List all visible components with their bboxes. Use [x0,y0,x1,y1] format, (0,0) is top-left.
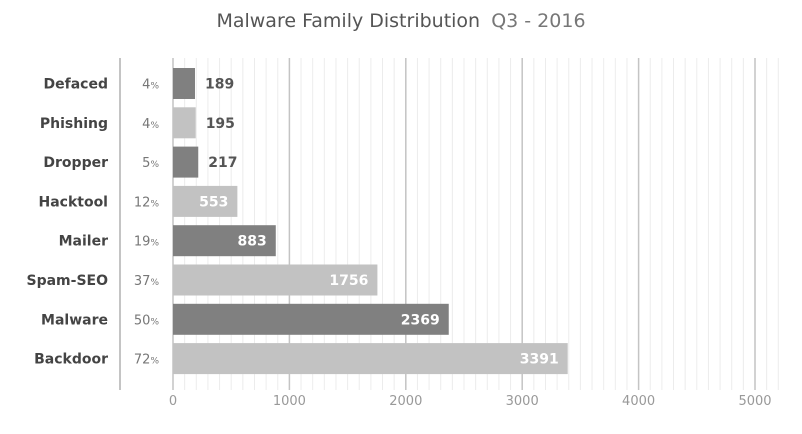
percent-value: 4 [142,78,150,93]
chart-title: Malware Family Distribution Q3 - 2016 [216,10,585,32]
percent-value: 72 [134,353,151,368]
percent-value: 5 [142,156,150,171]
percent-label: 19% [134,235,160,250]
percent-symbol: % [150,278,159,288]
value-label: 553 [199,194,228,210]
value-label: 883 [238,234,267,250]
percent-label: 50% [134,313,160,328]
percent-label: 4% [142,78,159,93]
x-tick-label: 1000 [273,394,306,409]
bar-malware [173,303,449,335]
value-label: 2369 [401,312,440,328]
percent-value: 37 [134,274,151,289]
percent-value: 19 [134,235,151,250]
category-label: Backdoor [34,352,108,368]
grid-lines [184,58,779,390]
percent-value: 50 [134,313,151,328]
percent-symbol: % [150,121,159,131]
percent-symbol: % [150,199,159,209]
percent-symbol: % [150,82,159,92]
percent-value: 12 [134,195,151,210]
bar-dropper [173,146,199,178]
category-label: Mailer [59,234,108,250]
category-label: Defaced [44,77,108,93]
bar-mailer [173,225,276,257]
percent-label: 37% [134,274,160,289]
percent-symbol: % [150,160,159,170]
category-label: Dropper [43,155,108,171]
value-label: 195 [206,116,235,132]
category-label: Phishing [40,116,108,132]
x-tick-label: 4000 [622,394,655,409]
bars [173,68,568,375]
x-tick-label: 5000 [738,394,771,409]
bar-defaced [173,68,195,99]
percent-symbol: % [150,317,159,327]
value-label: 3391 [520,352,559,368]
x-tick-label: 0 [169,394,177,409]
x-tick-label: 3000 [506,394,539,409]
percent-symbol: % [150,239,159,249]
bar-phishing [173,107,196,139]
category-label: Spam-SEO [27,273,109,289]
bar-spam-seo [173,264,378,296]
percent-label: 72% [134,353,160,368]
value-label: 217 [208,155,237,171]
x-tick-label: 2000 [389,394,422,409]
percent-value: 4 [142,117,150,132]
bar-backdoor [173,343,568,375]
percent-symbol: % [150,357,159,367]
category-label: Hacktool [38,194,108,210]
category-label: Malware [41,312,108,328]
percent-label: 4% [142,117,159,132]
value-label: 1756 [329,273,368,289]
percent-label: 5% [142,156,159,171]
value-label: 189 [205,77,234,93]
bar-hacktool [173,185,238,217]
chart-title-main: Malware Family Distribution [216,10,480,32]
percent-label: 12% [134,195,160,210]
chart-title-subtitle: Q3 - 2016 [491,10,585,32]
